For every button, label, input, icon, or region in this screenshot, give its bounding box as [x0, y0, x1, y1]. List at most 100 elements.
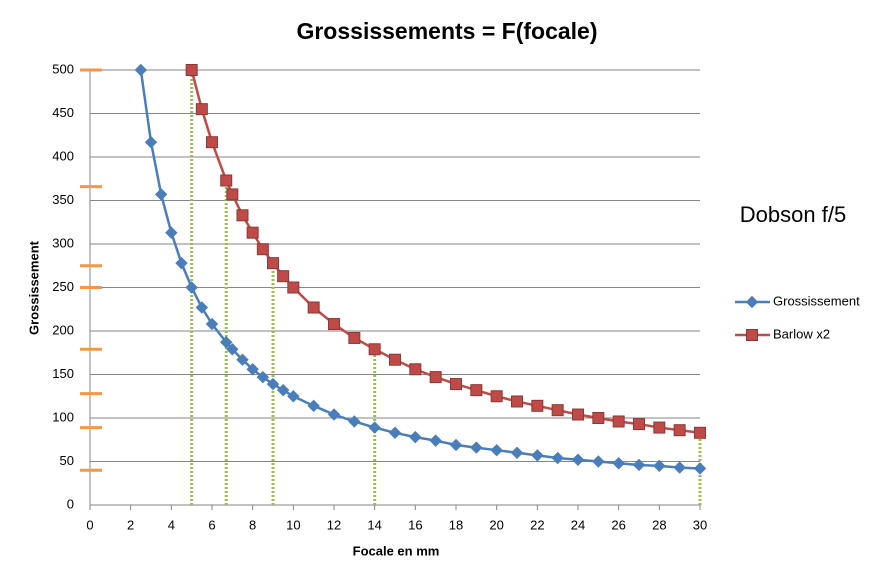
data-point	[510, 446, 524, 460]
data-point	[531, 449, 544, 462]
series-line	[139, 69, 701, 470]
data-point	[277, 270, 290, 283]
data-point	[348, 415, 361, 428]
data-point	[490, 443, 503, 457]
x-tick-label: 20	[489, 517, 503, 532]
data-point	[226, 343, 239, 356]
y-tick-label: 300	[52, 235, 74, 250]
x-tick-label: 28	[652, 517, 666, 532]
data-point	[449, 438, 463, 452]
data-point	[409, 430, 422, 444]
y-tick-label: 100	[52, 409, 74, 424]
x-tick-label: 2	[127, 517, 134, 532]
data-point	[195, 301, 209, 314]
data-point	[389, 353, 401, 366]
y-axis-label: Grossissement	[26, 240, 41, 335]
data-point	[327, 408, 341, 421]
data-point	[551, 404, 564, 417]
legend-label: Barlow x2	[773, 326, 830, 341]
data-point	[276, 383, 290, 397]
y-tick-label: 150	[52, 366, 74, 381]
data-point	[693, 462, 707, 475]
x-tick-label: 0	[86, 517, 93, 532]
x-tick-label: 12	[327, 517, 341, 532]
data-point	[490, 390, 503, 403]
data-point	[633, 418, 645, 431]
data-point	[236, 353, 249, 366]
data-point	[287, 390, 300, 403]
data-point	[612, 457, 625, 470]
data-point	[307, 399, 320, 413]
data-point	[185, 281, 198, 294]
x-tick-label: 18	[449, 517, 463, 532]
y-tick-label: 0	[67, 496, 74, 511]
data-point	[220, 336, 233, 349]
x-tick-label: 6	[208, 517, 215, 532]
data-point	[653, 459, 666, 473]
y-tick-label: 450	[52, 105, 74, 120]
data-point	[694, 426, 706, 439]
data-point	[632, 458, 646, 472]
x-tick-label: 14	[367, 517, 381, 532]
data-point	[195, 103, 208, 116]
data-point	[429, 371, 442, 384]
x-tick-label: 4	[168, 517, 175, 532]
data-point	[206, 136, 218, 149]
data-point	[653, 421, 666, 434]
data-point	[144, 136, 158, 149]
y-tick-label: 50	[60, 453, 74, 468]
data-point	[592, 455, 605, 468]
data-point	[429, 434, 442, 447]
data-point	[470, 441, 483, 454]
data-point	[368, 421, 381, 434]
legend-label: Grossissement	[773, 293, 860, 308]
data-point	[267, 257, 279, 270]
y-tick-label: 500	[52, 61, 74, 76]
data-point	[612, 415, 625, 428]
y-tick-label: 250	[52, 279, 74, 294]
data-point	[226, 188, 239, 201]
x-tick-label: 10	[286, 517, 300, 532]
data-point	[368, 343, 381, 356]
data-point	[287, 281, 300, 294]
data-point	[165, 226, 178, 239]
data-point	[205, 317, 219, 331]
data-point	[266, 377, 280, 391]
data-point	[571, 453, 585, 466]
annotation: Dobson f/5	[740, 202, 846, 227]
data-point	[551, 451, 564, 465]
x-tick-label: 26	[611, 517, 625, 532]
data-point	[673, 424, 686, 437]
data-point	[673, 461, 686, 474]
data-point	[328, 318, 340, 331]
data-point	[572, 408, 584, 421]
data-point	[246, 226, 259, 239]
data-point	[511, 395, 523, 408]
data-point	[450, 378, 462, 391]
x-tick-label: 30	[693, 517, 707, 532]
x-axis-label: Focale en mm	[353, 543, 440, 558]
data-point	[246, 363, 259, 376]
data-point	[220, 174, 233, 187]
data-point	[348, 331, 361, 344]
data-point	[470, 384, 483, 397]
y-tick-label: 200	[52, 322, 74, 337]
data-point	[388, 426, 402, 439]
x-tick-label: 22	[530, 517, 544, 532]
y-tick-label: 400	[52, 148, 74, 163]
x-tick-label: 24	[571, 517, 585, 532]
data-point	[154, 188, 168, 201]
legend-marker	[746, 329, 758, 341]
data-point	[175, 256, 188, 270]
data-point	[592, 412, 605, 424]
data-point	[134, 63, 148, 77]
legend-marker	[745, 295, 759, 309]
x-tick-label: 8	[249, 517, 256, 532]
data-point	[307, 301, 320, 314]
x-tick-label: 16	[408, 517, 422, 532]
data-point	[409, 363, 422, 376]
data-point	[185, 64, 198, 76]
data-point	[256, 370, 270, 384]
data-point	[256, 243, 269, 256]
